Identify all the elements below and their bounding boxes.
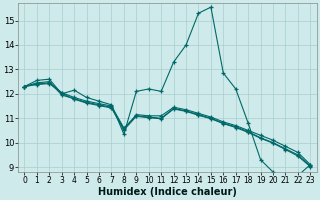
X-axis label: Humidex (Indice chaleur): Humidex (Indice chaleur) (98, 187, 237, 197)
